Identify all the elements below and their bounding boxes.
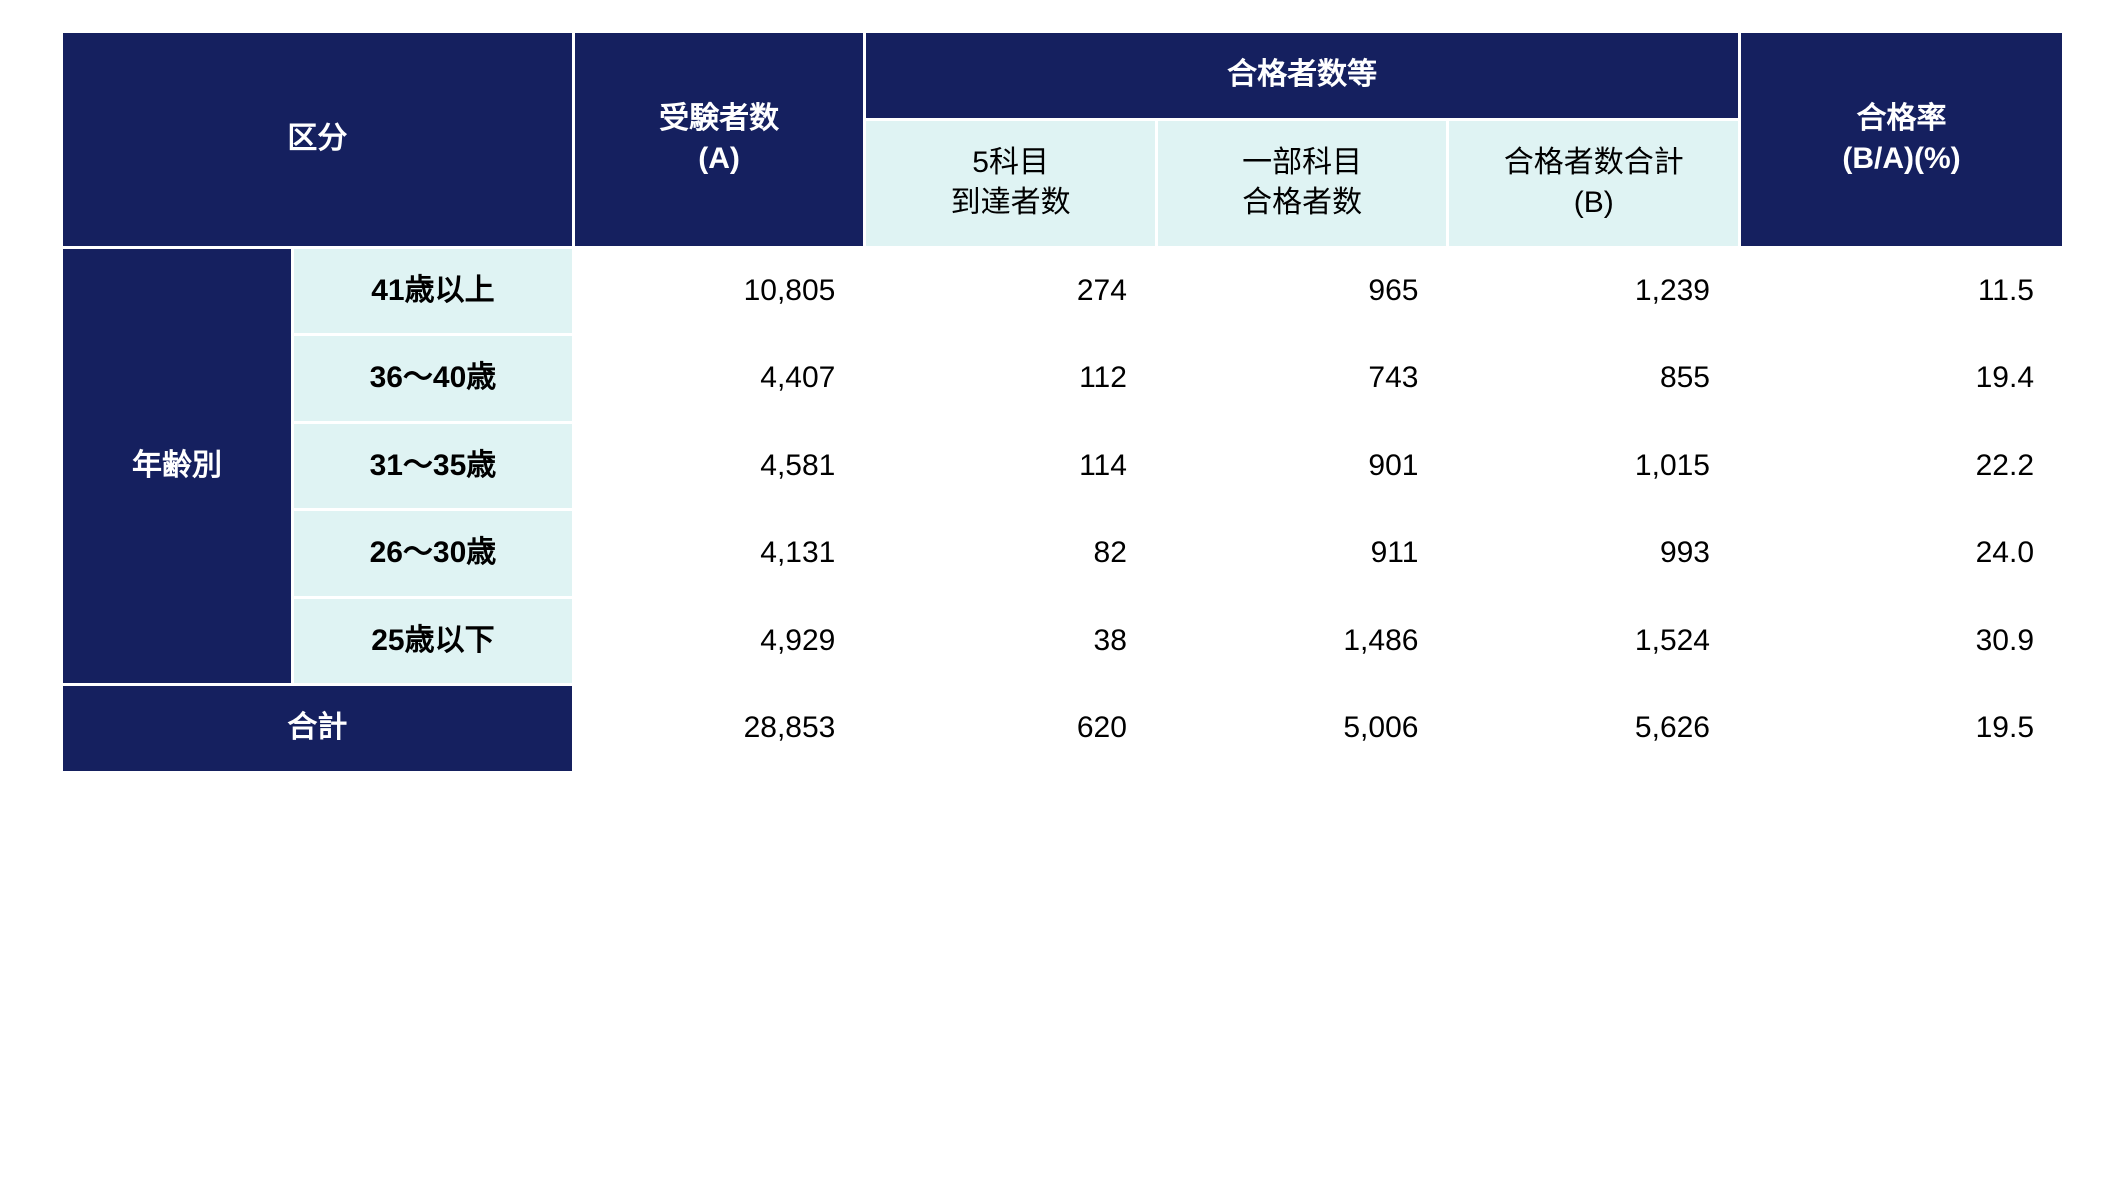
cell-rate: 19.5 [1740, 685, 2064, 773]
row-group-age: 年齢別 [62, 247, 293, 685]
table-row: 26～30歳 4,131 82 911 993 24.0 [62, 510, 2064, 598]
table-row: 31～35歳 4,581 114 901 1,015 22.2 [62, 422, 2064, 510]
cell-rate: 30.9 [1740, 597, 2064, 685]
cell-examinees: 10,805 [573, 247, 865, 335]
hdr-category: 区分 [62, 32, 574, 248]
hdr-examinees: 受験者数(A) [573, 32, 865, 248]
cell-pass-total: 1,239 [1448, 247, 1740, 335]
cell-partial: 901 [1156, 422, 1448, 510]
cell-examinees: 28,853 [573, 685, 865, 773]
row-label: 26～30歳 [293, 510, 574, 598]
table-row: 25歳以下 4,929 38 1,486 1,524 30.9 [62, 597, 2064, 685]
cell-5subj: 82 [865, 510, 1157, 598]
cell-partial: 911 [1156, 510, 1448, 598]
row-label: 31～35歳 [293, 422, 574, 510]
cell-pass-total: 993 [1448, 510, 1740, 598]
cell-pass-total: 5,626 [1448, 685, 1740, 773]
row-total-label: 合計 [62, 685, 574, 773]
cell-rate: 24.0 [1740, 510, 2064, 598]
hdr-rate: 合格率(B/A)(%) [1740, 32, 2064, 248]
hdr-sub-5subjects: 5科目到達者数 [865, 119, 1157, 247]
cell-partial: 965 [1156, 247, 1448, 335]
cell-examinees: 4,131 [573, 510, 865, 598]
cell-5subj: 620 [865, 685, 1157, 773]
cell-partial: 5,006 [1156, 685, 1448, 773]
row-label: 36～40歳 [293, 335, 574, 423]
cell-rate: 11.5 [1740, 247, 2064, 335]
cell-pass-total: 855 [1448, 335, 1740, 423]
cell-pass-total: 1,015 [1448, 422, 1740, 510]
cell-partial: 1,486 [1156, 597, 1448, 685]
cell-rate: 22.2 [1740, 422, 2064, 510]
cell-examinees: 4,407 [573, 335, 865, 423]
hdr-sub-total: 合格者数合計(B) [1448, 119, 1740, 247]
cell-5subj: 114 [865, 422, 1157, 510]
hdr-passers-group: 合格者数等 [865, 32, 1740, 120]
cell-5subj: 274 [865, 247, 1157, 335]
row-label: 25歳以下 [293, 597, 574, 685]
cell-5subj: 112 [865, 335, 1157, 423]
cell-5subj: 38 [865, 597, 1157, 685]
cell-pass-total: 1,524 [1448, 597, 1740, 685]
table-row: 年齢別 41歳以上 10,805 274 965 1,239 11.5 [62, 247, 2064, 335]
table-row-total: 合計 28,853 620 5,006 5,626 19.5 [62, 685, 2064, 773]
table-row: 36～40歳 4,407 112 743 855 19.4 [62, 335, 2064, 423]
hdr-sub-partial: 一部科目合格者数 [1156, 119, 1448, 247]
cell-partial: 743 [1156, 335, 1448, 423]
cell-examinees: 4,929 [573, 597, 865, 685]
row-label: 41歳以上 [293, 247, 574, 335]
cell-rate: 19.4 [1740, 335, 2064, 423]
cell-examinees: 4,581 [573, 422, 865, 510]
pass-rate-table: 区分 受験者数(A) 合格者数等 合格率(B/A)(%) 5科目到達者数 一部科… [60, 30, 2065, 774]
